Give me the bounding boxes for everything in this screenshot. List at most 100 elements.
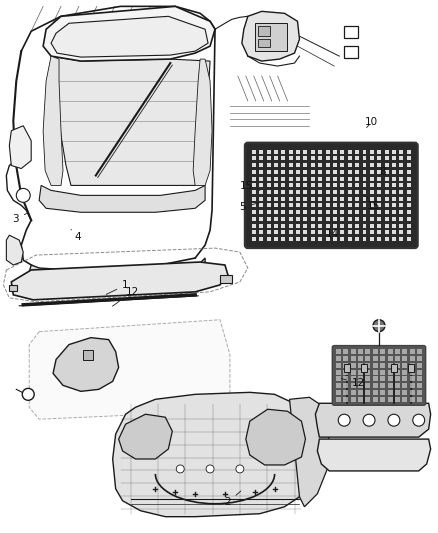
Circle shape <box>388 414 400 426</box>
Bar <box>333 224 337 228</box>
Bar <box>365 376 371 381</box>
Bar <box>385 190 389 194</box>
Bar <box>385 163 389 167</box>
Bar <box>377 217 381 221</box>
Bar <box>252 217 256 221</box>
Bar <box>373 397 378 402</box>
Bar <box>365 390 371 395</box>
Bar <box>377 190 381 194</box>
Bar <box>403 369 407 375</box>
Bar <box>304 183 307 187</box>
Bar <box>403 356 407 361</box>
Bar <box>417 397 422 402</box>
Bar <box>259 224 263 228</box>
Bar <box>281 150 285 154</box>
Bar <box>370 224 374 228</box>
Bar <box>333 156 337 160</box>
Bar <box>318 217 322 221</box>
Bar <box>350 390 356 395</box>
Bar <box>336 383 341 388</box>
Polygon shape <box>43 6 215 61</box>
Bar <box>311 210 315 214</box>
Bar <box>340 230 344 235</box>
Bar <box>343 369 348 375</box>
Bar <box>259 210 263 214</box>
Bar <box>417 363 422 368</box>
Circle shape <box>16 188 30 203</box>
Bar <box>358 390 363 395</box>
Bar <box>399 176 403 181</box>
Bar <box>373 349 378 354</box>
Bar <box>281 190 285 194</box>
Bar <box>377 237 381 241</box>
Text: 14: 14 <box>325 229 339 243</box>
Bar <box>370 170 374 174</box>
Bar <box>343 397 348 402</box>
Bar <box>350 349 356 354</box>
Text: 15: 15 <box>366 197 380 211</box>
Bar <box>325 156 329 160</box>
Text: 10: 10 <box>365 117 378 127</box>
Bar <box>259 190 263 194</box>
Bar <box>355 163 359 167</box>
Bar <box>296 217 300 221</box>
Bar <box>343 363 348 368</box>
Bar <box>252 224 256 228</box>
Bar <box>358 369 363 375</box>
Bar <box>399 230 403 235</box>
Bar <box>289 197 293 201</box>
Polygon shape <box>246 409 305 465</box>
Bar <box>220 275 232 283</box>
Bar <box>336 369 341 375</box>
Bar <box>311 163 315 167</box>
Polygon shape <box>43 56 63 185</box>
Bar <box>399 156 403 160</box>
Bar <box>370 163 374 167</box>
Bar <box>333 197 337 201</box>
Text: 2: 2 <box>224 491 241 507</box>
Bar <box>336 356 341 361</box>
Bar <box>304 237 307 241</box>
Polygon shape <box>51 56 210 185</box>
Bar <box>410 356 415 361</box>
Bar <box>373 356 378 361</box>
Polygon shape <box>242 11 300 61</box>
Circle shape <box>176 465 184 473</box>
Bar <box>252 176 256 181</box>
Bar <box>363 190 367 194</box>
Bar <box>333 230 337 235</box>
Bar <box>388 397 392 402</box>
FancyBboxPatch shape <box>332 345 426 405</box>
Bar <box>385 224 389 228</box>
Bar <box>365 397 371 402</box>
Bar <box>344 46 358 58</box>
Bar <box>267 210 271 214</box>
Bar <box>392 230 396 235</box>
Bar <box>395 376 400 381</box>
Bar <box>304 163 307 167</box>
Bar <box>281 224 285 228</box>
Bar <box>318 156 322 160</box>
Bar <box>311 230 315 235</box>
Bar <box>410 390 415 395</box>
Bar <box>407 183 411 187</box>
Bar <box>318 190 322 194</box>
Text: 8: 8 <box>376 166 385 177</box>
Bar <box>373 363 378 368</box>
Bar <box>385 230 389 235</box>
Bar <box>370 204 374 207</box>
Polygon shape <box>53 337 119 391</box>
Bar <box>355 183 359 187</box>
Bar <box>343 390 348 395</box>
Bar <box>380 356 385 361</box>
Bar <box>355 230 359 235</box>
Bar <box>333 150 337 154</box>
Bar <box>340 224 344 228</box>
Circle shape <box>22 389 34 400</box>
Bar <box>343 349 348 354</box>
Bar <box>336 376 341 381</box>
Bar <box>344 26 358 38</box>
Bar <box>363 150 367 154</box>
Polygon shape <box>39 185 205 212</box>
Bar <box>325 163 329 167</box>
